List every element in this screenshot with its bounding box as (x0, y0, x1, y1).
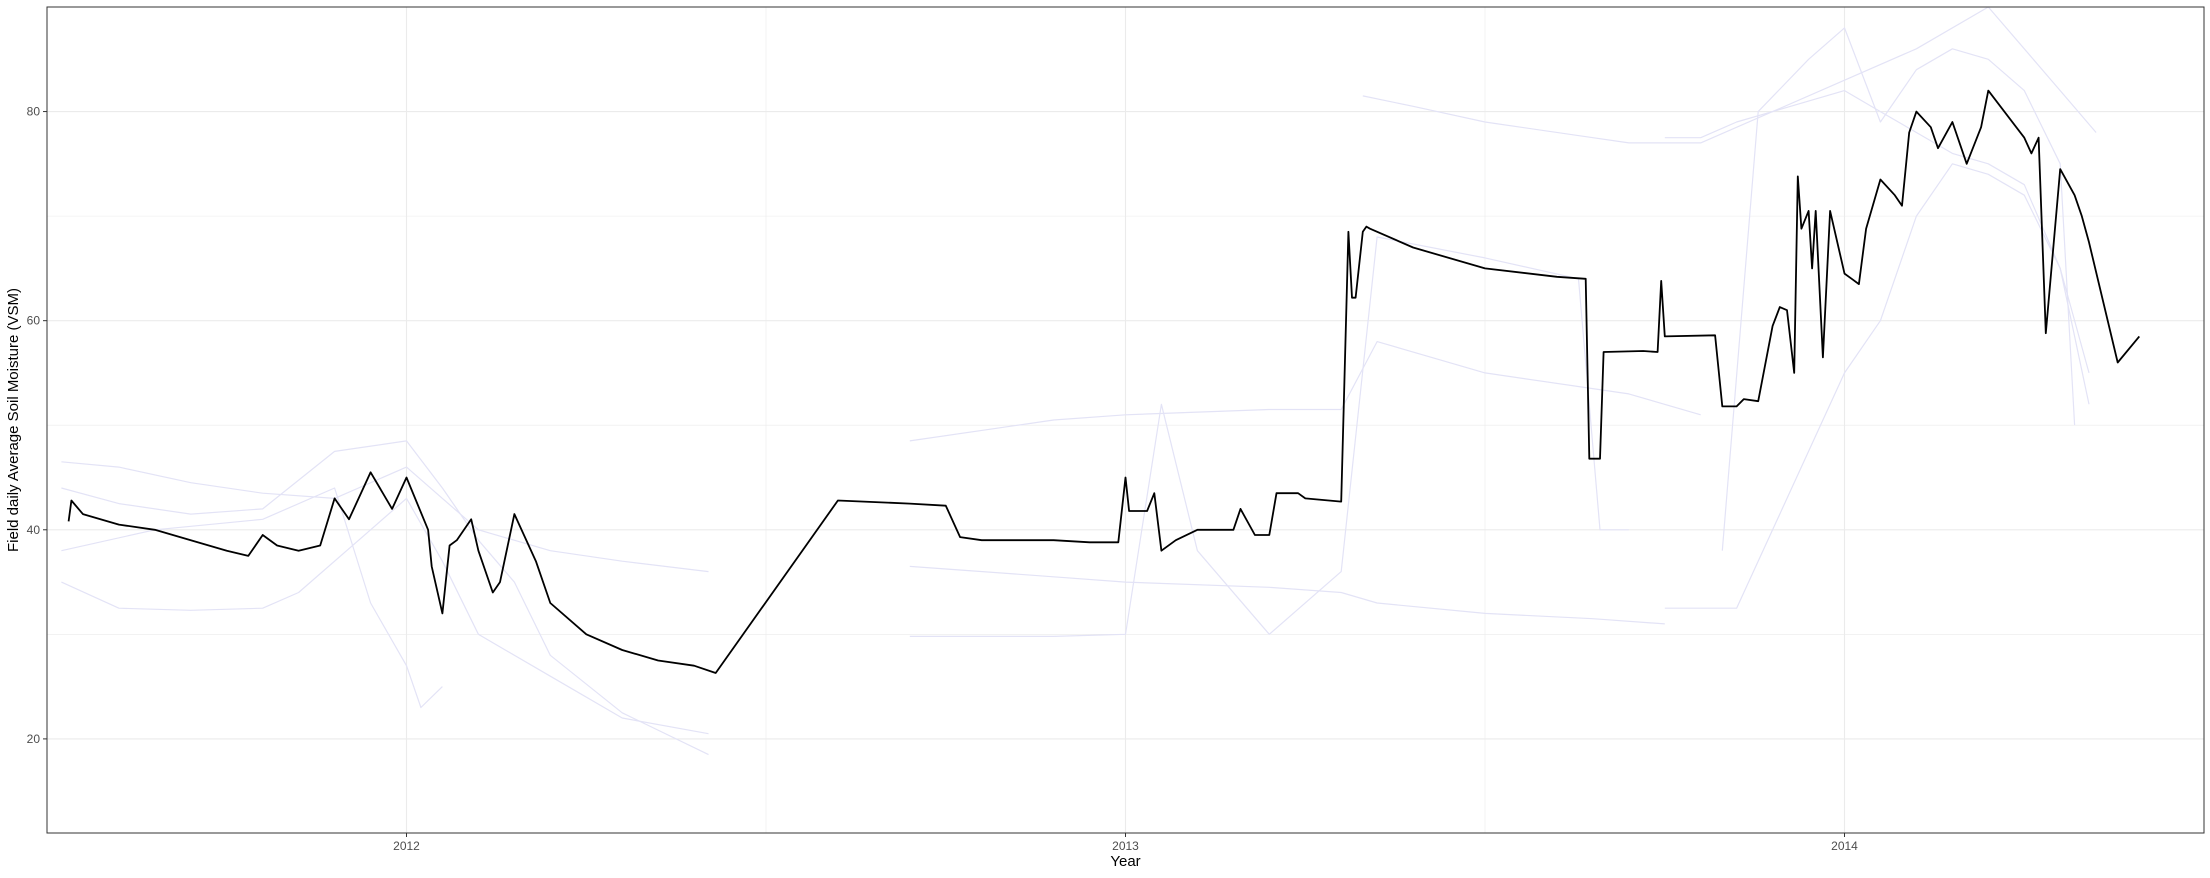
x-tick-label: 2012 (393, 839, 420, 853)
x-axis-ticks: 2012 2013 2014 (393, 833, 1858, 853)
average-line-group (67, 89, 2140, 674)
y-tick-label: 80 (27, 105, 41, 119)
sensor-line (61, 440, 709, 756)
sensor-line (1664, 163, 2090, 609)
sensor-lines (61, 6, 2097, 756)
sensor-line (1721, 27, 2076, 551)
sensor-line (1664, 89, 2090, 405)
field-average-line (67, 89, 2140, 674)
sensor-line (61, 487, 443, 709)
x-axis-title: Year (1110, 853, 1140, 870)
y-axis-ticks: 20 40 60 80 (27, 105, 47, 746)
sensor-line (909, 565, 1665, 625)
sensor-line (61, 461, 709, 573)
y-axis-title: Field daily Average Soil Moisture (VSM) (5, 288, 22, 552)
grid-major (47, 7, 2204, 833)
y-tick-label: 40 (27, 523, 41, 537)
x-tick-label: 2013 (1112, 839, 1139, 853)
sensor-line (909, 341, 1701, 442)
sensor-line (1362, 6, 2097, 144)
x-tick-label: 2014 (1831, 839, 1858, 853)
y-tick-label: 60 (27, 314, 41, 328)
sensor-line (909, 236, 1629, 638)
y-tick-label: 20 (27, 732, 41, 746)
sensor-line (61, 497, 709, 735)
